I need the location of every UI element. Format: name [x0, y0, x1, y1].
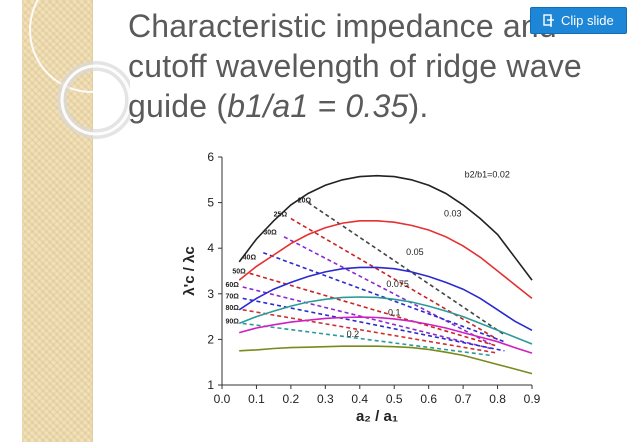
y-axis-label: λ'c / λc [181, 246, 198, 295]
dashed-series-line [242, 297, 505, 352]
solid-series-line [238, 266, 533, 332]
dashed-series-line [283, 236, 492, 345]
x-tick-label: 0.5 [386, 392, 403, 406]
y-tick-label: 6 [207, 150, 214, 164]
series-label: b2/b1=0.02 [465, 170, 510, 180]
dashed-series-line [242, 309, 498, 354]
y-tick-label: 3 [207, 287, 214, 301]
impedance-label: 50Ω [232, 268, 246, 275]
impedance-label: 40Ω [243, 255, 257, 262]
x-tick-label: 0.2 [283, 392, 300, 406]
x-tick-label: 0.7 [455, 392, 472, 406]
impedance-label: 90Ω [225, 318, 239, 325]
impedance-label: 70Ω [225, 293, 239, 300]
page-margin [0, 0, 22, 442]
impedance-label: 80Ω [225, 305, 239, 312]
dashed-series-line [307, 201, 505, 336]
dashed-series-line [290, 217, 499, 341]
solid-series-line [238, 220, 533, 300]
x-tick-label: 0.3 [317, 392, 334, 406]
x-tick-label: 0.8 [489, 392, 506, 406]
x-tick-label: 0.1 [248, 392, 265, 406]
x-tick-label: 0.6 [420, 392, 437, 406]
clip-icon [543, 13, 554, 27]
series-label: 0.075 [386, 279, 409, 289]
impedance-label: 60Ω [225, 282, 239, 289]
impedance-label: 25Ω [274, 211, 288, 218]
slide-sidebar [22, 0, 93, 442]
series-label: 0.1 [388, 308, 401, 318]
y-tick-label: 4 [207, 241, 214, 255]
dashed-series-line [249, 272, 498, 347]
impedance-label: 30Ω [263, 230, 277, 237]
series-label: 0.03 [444, 208, 462, 218]
slide-title: Characteristic impedance and cutoff wave… [128, 8, 582, 124]
series-label: 0.05 [406, 247, 424, 257]
x-tick-label: 0.9 [524, 392, 541, 406]
x-tick-label: 0.4 [351, 392, 368, 406]
clip-slide-button[interactable]: Clip slide [530, 7, 627, 34]
solid-series-line [238, 316, 533, 354]
decorative-rings [29, 0, 130, 139]
impedance-chart: 0.0 0.1 0.2 0.3 0.4 0.5 0.6 0.7 0.8 0.9 1 2 3 4 5 6 a₂ /… [181, 150, 541, 425]
clip-slide-label: Clip slide [561, 13, 614, 28]
y-tick-label: 1 [207, 378, 214, 392]
solid-series-line [238, 174, 533, 281]
y-tick-label: 5 [207, 196, 214, 210]
dashed-series-line [263, 252, 505, 343]
solid-series-line [238, 296, 533, 345]
solid-series-line [239, 345, 533, 375]
x-axis-label: a₂ / a₁ [356, 408, 398, 425]
y-tick-label: 2 [207, 332, 214, 346]
impedance-label: 20Ω [298, 198, 312, 205]
series-label: 0.2 [347, 329, 360, 339]
x-tick-label: 0.0 [214, 392, 231, 406]
